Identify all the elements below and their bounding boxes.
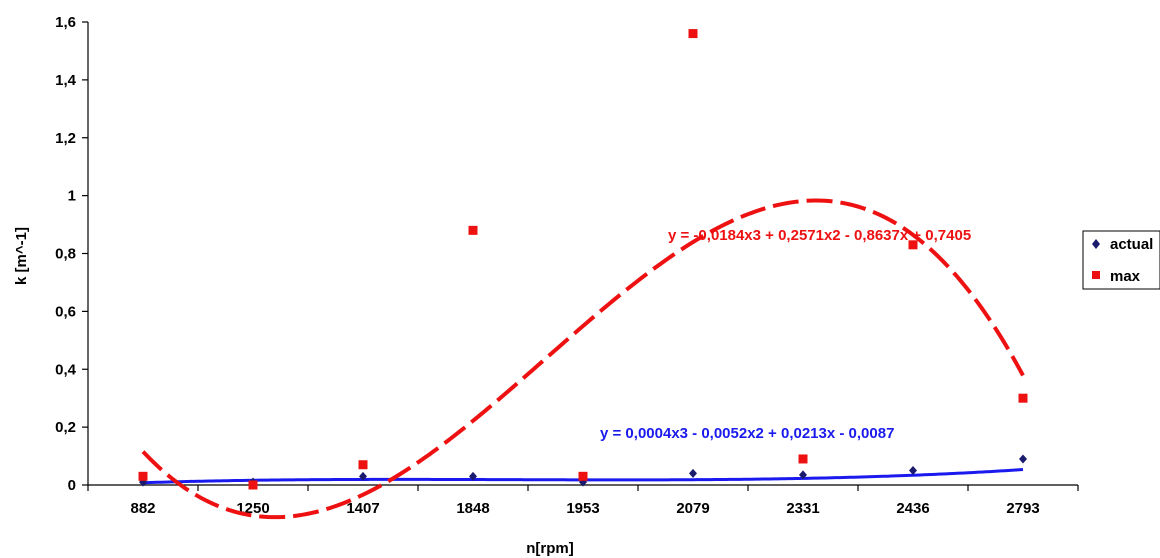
y-axis-ticks: 0 0,2 0,4 0,6 0,8 1 1,2 1,4 1,6 [55,14,88,494]
legend: actual max [1082,230,1160,290]
x-tick-label: 1848 [456,500,489,517]
data-points [138,29,1028,490]
max-point [798,454,808,464]
y-tick-label: 1,4 [55,72,77,89]
y-tick-label: 1,6 [55,14,76,31]
max-point [688,29,698,39]
max-point [908,240,918,250]
y-tick-label: 0,8 [55,246,76,263]
trendlines [141,198,1025,520]
actual-point [909,466,917,476]
legend-max-marker [1092,271,1100,279]
legend-actual-label: actual [1110,236,1153,253]
max-trendline-equation: y = -0,0184x3 + 0,2571x2 - 0,8637x + 0,7… [668,227,971,244]
actual-point [799,470,807,480]
actual-point [469,471,477,481]
max-point [358,460,368,470]
x-tick-label: 2079 [676,500,709,517]
y-tick-label: 1 [68,188,76,205]
legend-max-label: max [1110,268,1141,285]
x-axis-title: n[rpm] [526,540,574,557]
actual-point [1019,454,1027,464]
x-tick-label: 2436 [896,500,929,517]
max-point [468,225,478,235]
max-point [578,471,588,481]
max-point [138,471,148,481]
legend-actual-marker [1092,239,1100,249]
max-point [248,480,258,490]
x-tick-label: 2331 [786,500,819,517]
x-tick-label: 1407 [346,500,379,517]
x-axis-ticks: 882 1250 1407 1848 1953 2079 2331 2436 2793 [87,485,1079,517]
x-tick-label: 2793 [1006,500,1039,517]
x-tick-label: 1953 [566,500,599,517]
y-tick-label: 0,4 [55,361,77,378]
actual-point [689,468,697,478]
actual-point [359,471,367,481]
max-trendline [141,198,1025,520]
y-tick-label: 0 [68,477,76,494]
max-point [1018,393,1028,403]
y-tick-label: 0,6 [55,303,76,320]
actual-trendline-equation: y = 0,0004x3 - 0,0052x2 + 0,0213x - 0,00… [600,425,894,442]
x-tick-label: 882 [130,500,155,517]
y-axis-title: k [m^-1] [13,227,30,285]
y-tick-label: 1,2 [55,130,76,147]
y-tick-label: 0,2 [55,419,76,436]
